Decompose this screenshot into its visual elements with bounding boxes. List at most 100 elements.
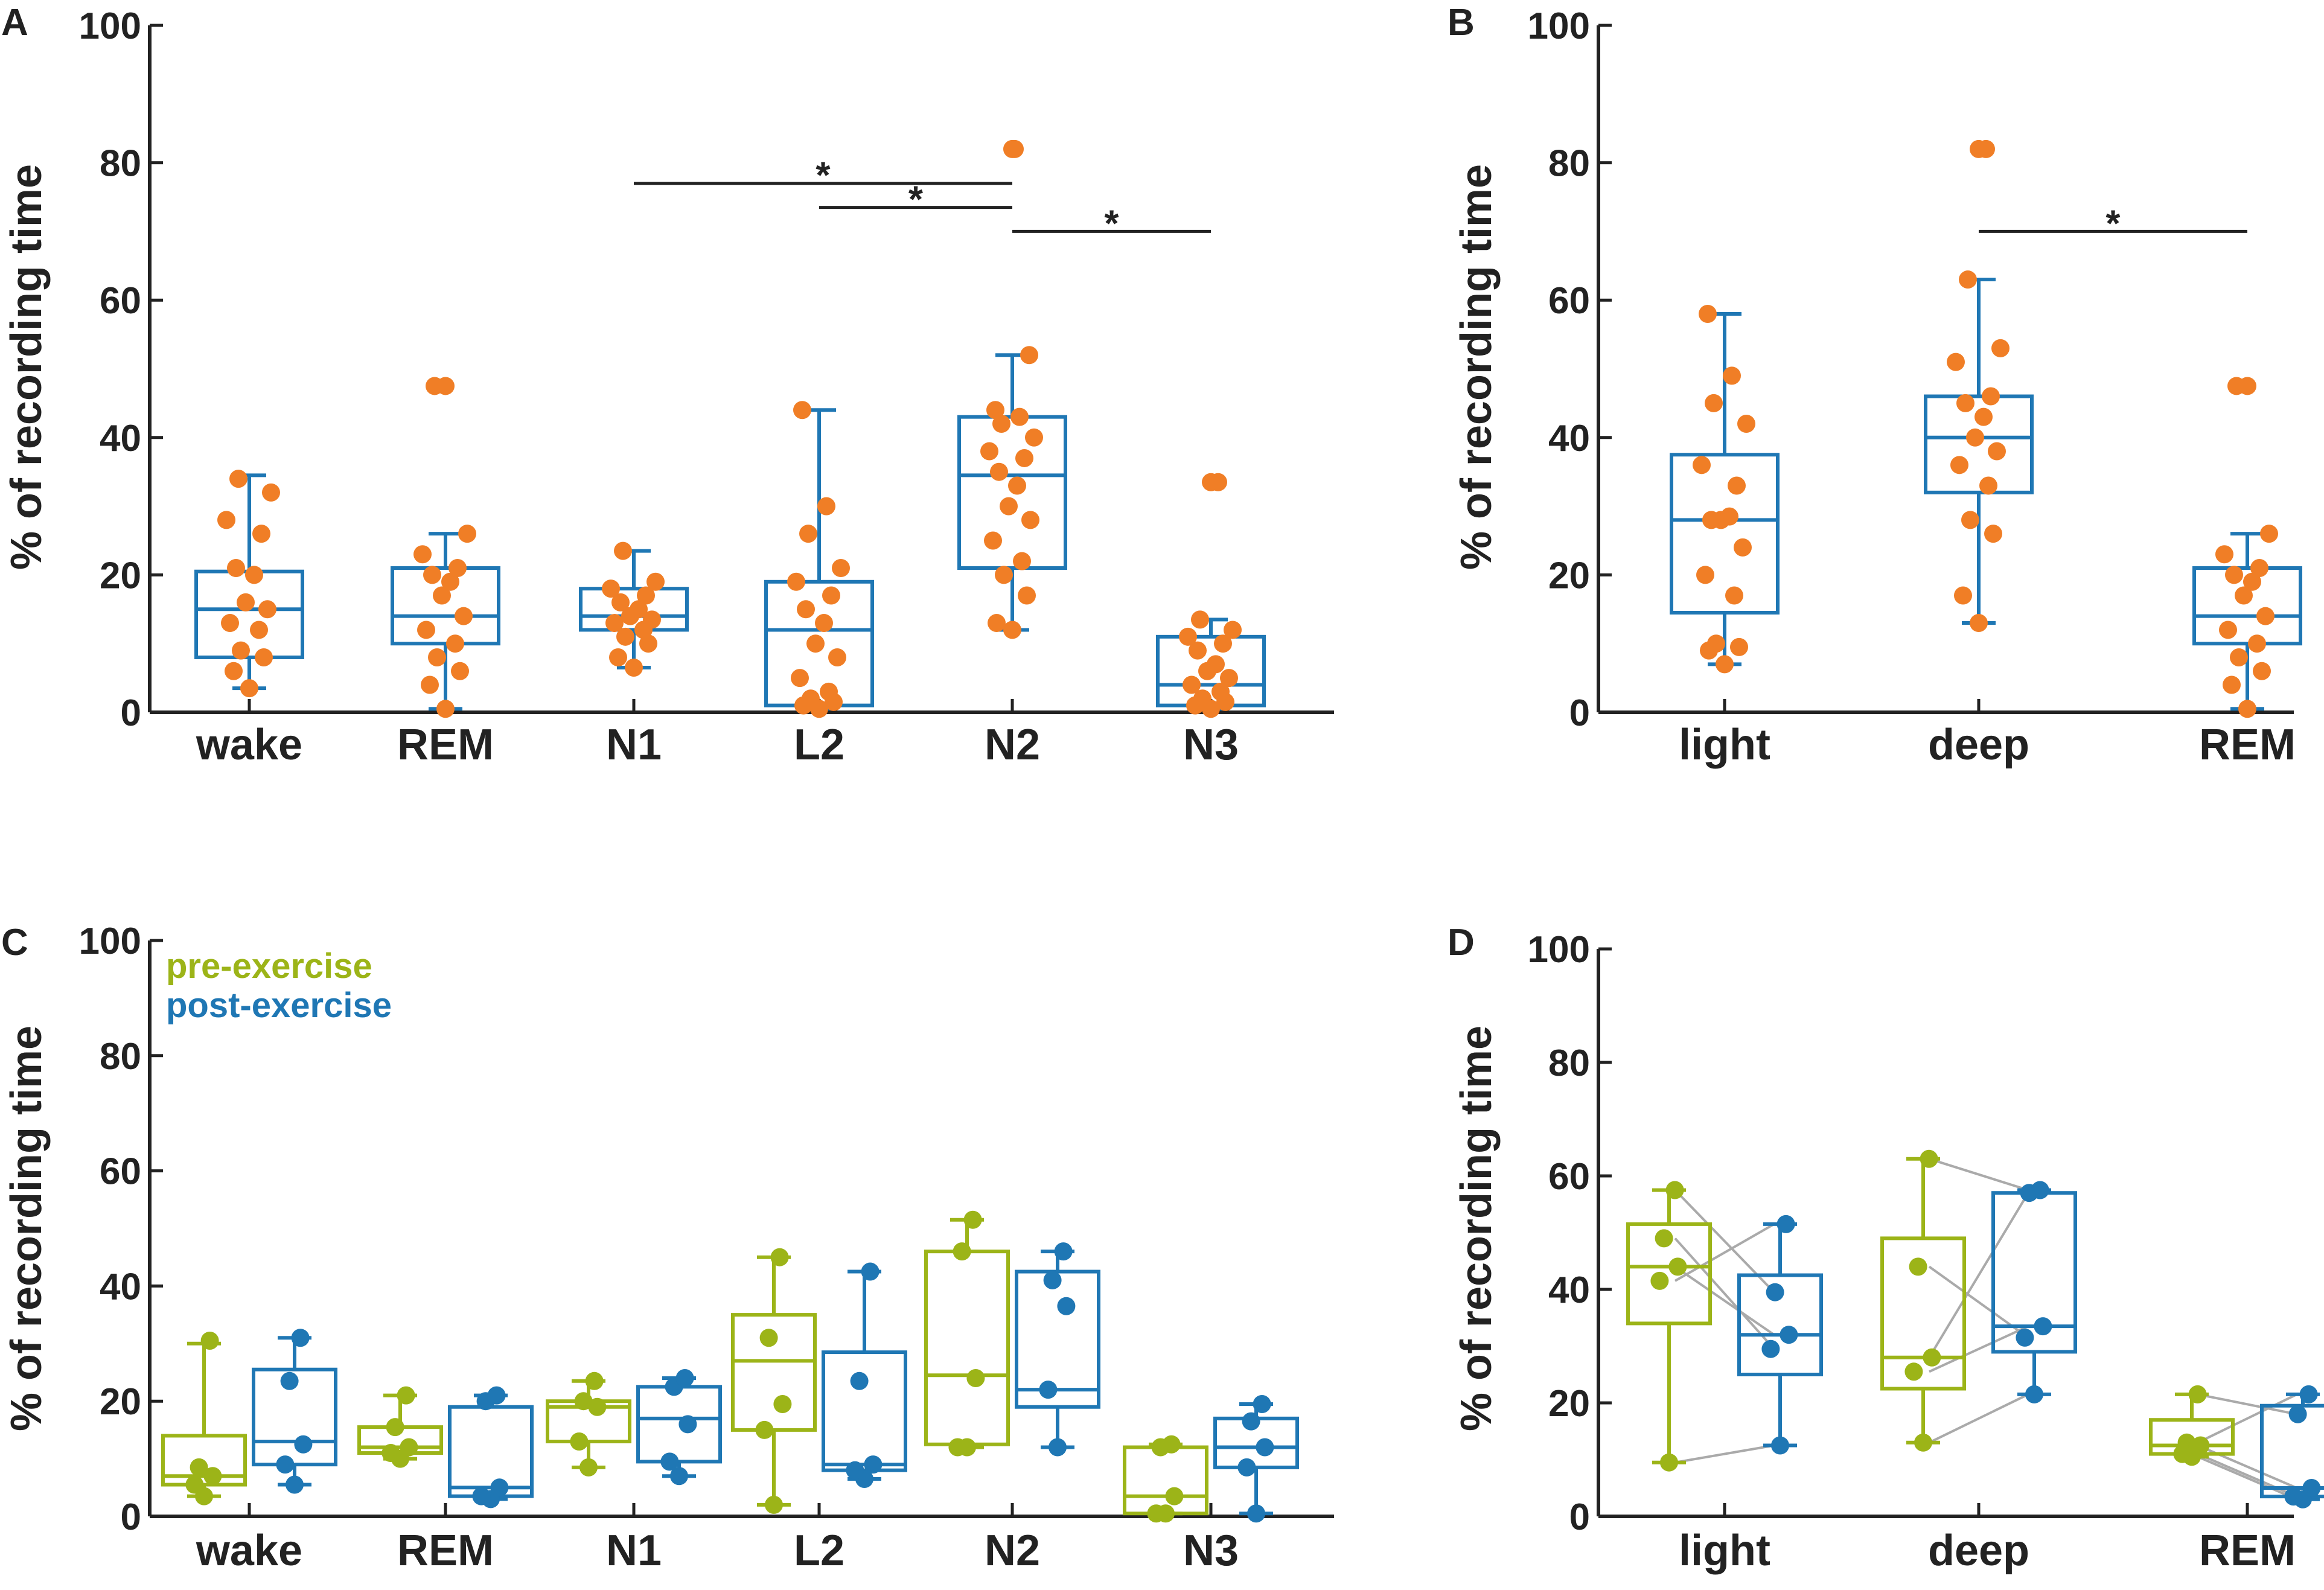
data-point (252, 525, 270, 543)
data-point (1696, 566, 1714, 584)
data-point (1207, 655, 1225, 674)
data-point (2225, 566, 2243, 584)
y-axis-label-b: % of recording time (1452, 164, 1501, 570)
data-point (797, 600, 815, 619)
data-point (953, 1242, 971, 1261)
plot-area-c: 0 20 40 60 80 100 wake REM N1 L2 N2 N3 (79, 921, 1334, 1575)
y-tick-label: 40 (100, 418, 141, 459)
data-point (806, 634, 825, 653)
data-point (1003, 621, 1021, 639)
data-point (1920, 1149, 1938, 1168)
panel-label-a: A (1, 2, 28, 43)
y-tick-label: 60 (100, 280, 141, 322)
data-point (966, 1369, 985, 1388)
y-tick-label: 40 (100, 1266, 141, 1307)
data-point (1923, 1348, 1941, 1367)
category-label: REM (397, 1527, 494, 1575)
plot-area-b: 0 20 40 60 80 100 light deep REM * (1528, 5, 2302, 769)
box (957, 353, 1067, 632)
data-point (637, 586, 655, 605)
box (1924, 278, 2034, 625)
data-point (995, 566, 1013, 584)
data-point (791, 669, 809, 688)
data-point (2284, 1487, 2303, 1506)
data-point (262, 483, 280, 502)
outlier-point (1970, 139, 1988, 158)
data-point (1705, 394, 1723, 412)
data-point (1725, 586, 1743, 605)
data-point (765, 1495, 783, 1514)
data-point (1979, 476, 1997, 495)
data-point (2031, 1181, 2049, 1199)
data-point (1966, 428, 1984, 447)
data-point (992, 415, 1010, 433)
box (448, 1393, 534, 1501)
data-point (579, 1458, 598, 1477)
box-iqr (391, 566, 500, 646)
data-point (1777, 1215, 1795, 1233)
data-point (1961, 511, 1979, 529)
box (731, 1255, 817, 1507)
y-tick-label: 0 (1569, 1496, 1590, 1538)
data-point (2016, 1328, 2034, 1347)
category-label: REM (397, 721, 494, 769)
data-point (1984, 525, 2002, 543)
data-point (1237, 1458, 1256, 1477)
category-label: wake (196, 1527, 302, 1575)
data-point (770, 1248, 789, 1266)
category-label: deep (1928, 721, 2029, 769)
data-point (185, 1475, 204, 1494)
category-label: wake (196, 721, 302, 769)
data-point (605, 614, 624, 633)
data-point (1914, 1433, 1932, 1452)
y-tick-label: 0 (1569, 692, 1590, 734)
data-point (487, 1386, 506, 1405)
data-point (787, 572, 805, 591)
data-point (1947, 353, 1965, 371)
box-iqr (1626, 1222, 1712, 1326)
data-point (190, 1458, 208, 1477)
data-point (2238, 700, 2256, 718)
y-axis-label-d: % of recording time (1452, 1026, 1501, 1431)
data-point (1956, 394, 1974, 412)
panel-b: B % of recording time 0 20 40 60 80 100 light d… (1448, 2, 2302, 769)
data-point (1954, 586, 1972, 605)
data-point (2191, 1436, 2210, 1455)
y-axis-label-c: % of recording time (2, 1026, 51, 1431)
data-point (2177, 1433, 2196, 1452)
y-tick-label: 0 (121, 692, 141, 734)
data-point (1054, 1242, 1073, 1261)
data-point (984, 531, 1002, 550)
data-point (1771, 1436, 1789, 1455)
data-point (639, 634, 657, 653)
box (252, 1336, 337, 1487)
data-point (1021, 511, 1039, 529)
data-point (1766, 1283, 1784, 1301)
outlier-point (2238, 377, 2256, 395)
y-tick-label: 60 (1548, 1156, 1590, 1198)
data-point (1970, 614, 1988, 633)
data-point (1737, 415, 1755, 433)
data-point (2223, 675, 2241, 694)
data-point (1988, 442, 2006, 461)
y-tick-label: 60 (1548, 280, 1590, 322)
data-point (815, 614, 833, 633)
pair-line (1674, 1444, 1775, 1464)
data-point (643, 610, 661, 629)
data-point (832, 559, 850, 578)
significance-star: * (2105, 203, 2121, 244)
data-point (1650, 1271, 1669, 1290)
data-point (1256, 1438, 1274, 1457)
y-tick-label: 100 (1528, 929, 1590, 971)
pair-line (1929, 1393, 2029, 1444)
y-axis-label-a: % of recording time (2, 164, 51, 570)
box-iqr (1123, 1445, 1208, 1516)
data-point (2250, 559, 2268, 578)
category-label: L2 (794, 721, 844, 769)
data-point (817, 497, 835, 516)
data-point (229, 470, 247, 488)
data-point (755, 1420, 774, 1439)
category-label: light (1679, 1527, 1770, 1575)
data-point (574, 1392, 593, 1411)
data-point (294, 1435, 313, 1454)
